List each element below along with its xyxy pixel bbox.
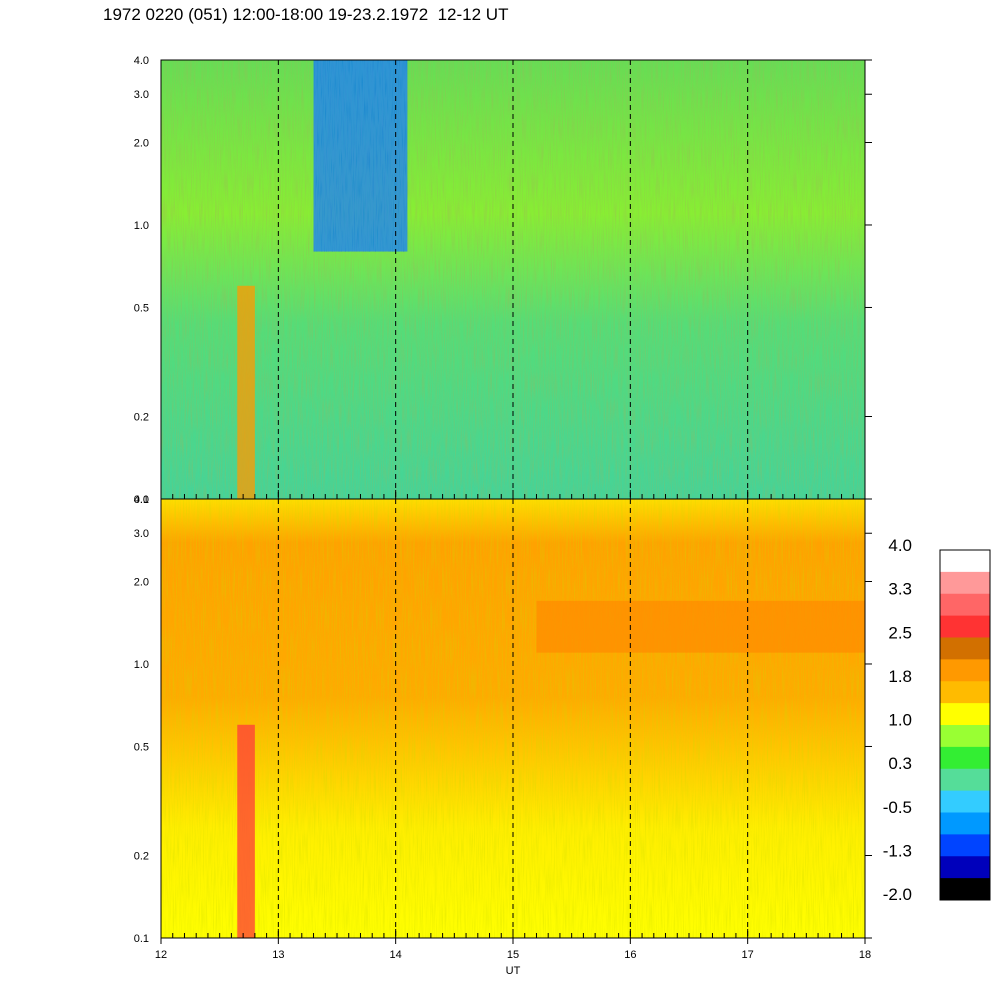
y-tick-label: 0.1: [134, 933, 149, 945]
y-tick-label: 3.0: [134, 528, 149, 540]
y-tick-label: 0.5: [134, 741, 149, 753]
y-tick-label: 3.0: [134, 89, 149, 101]
colorbar-swatch: [940, 659, 990, 682]
colorbar-frame: [939, 549, 991, 901]
colorbar-label: -2.0: [883, 885, 912, 904]
x-tick-label: 13: [272, 949, 284, 961]
x-tick-label: 18: [859, 949, 871, 961]
x-tick-label: 16: [624, 949, 636, 961]
upper-features: [237, 60, 408, 499]
y-tick-label: 0.5: [134, 302, 149, 314]
axes-overlay: 4.03.02.01.00.50.20.14.03.02.01.00.50.20…: [134, 55, 872, 977]
colorbar-label: 2.5: [888, 623, 912, 642]
colorbar-swatch: [940, 681, 990, 704]
colorbar-label: 0.3: [888, 754, 912, 773]
x-axis-label: UT: [506, 965, 521, 977]
feature-region: [237, 724, 255, 938]
feature-region: [536, 600, 865, 653]
colorbar-label: 1.8: [888, 667, 912, 686]
y-tick-label: 0.1: [134, 494, 149, 506]
colorbar-label: 4.0: [888, 536, 912, 555]
feature-texture: [313, 60, 408, 252]
x-tick-label: 15: [507, 949, 519, 961]
colorbar-swatch: [940, 571, 990, 595]
colorbar-swatch: [940, 834, 990, 857]
colorbar-label: -1.3: [883, 841, 912, 860]
colorbar-swatch: [940, 725, 990, 748]
y-tick-label: 0.2: [134, 851, 149, 863]
colorbar-swatch: [940, 812, 990, 835]
feature-region: [237, 285, 255, 499]
colorbar-swatch: [940, 746, 990, 770]
colorbar-swatch: [940, 550, 990, 573]
colorbar-swatch: [940, 768, 990, 792]
y-tick-label: 0.2: [134, 412, 149, 424]
lower-features: [237, 600, 865, 938]
colorbar-swatch: [940, 878, 990, 901]
colorbar-label: -0.5: [883, 798, 912, 817]
chart-title: 1972 0220 (051) 12:00-18:00 19-23.2.1972…: [103, 5, 509, 24]
y-tick-label: 1.0: [134, 659, 149, 671]
colorbar-swatch: [940, 637, 990, 660]
colorbar-swatch: [940, 790, 990, 813]
y-tick-label: 4.0: [134, 494, 149, 506]
colorbar: 4.0 3.3 2.5 1.8 1.0 0.3 -0.5 -1.3 -2.0: [883, 536, 991, 904]
colorbar-swatch: [940, 856, 990, 879]
x-tick-label: 17: [742, 949, 754, 961]
colorbar-label: 1.0: [888, 711, 912, 730]
colorbar-swatch: [940, 703, 990, 726]
colorbar-label: 3.3: [888, 580, 912, 599]
x-tick-label: 14: [390, 949, 402, 961]
y-tick-label: 2.0: [134, 137, 149, 149]
y-tick-label: 1.0: [134, 220, 149, 232]
y-tick-label: 4.0: [134, 55, 149, 67]
colorbar-swatch: [940, 593, 990, 617]
colorbar-swatch: [940, 615, 990, 638]
y-tick-label: 2.0: [134, 576, 149, 588]
x-tick-label: 12: [155, 949, 167, 961]
